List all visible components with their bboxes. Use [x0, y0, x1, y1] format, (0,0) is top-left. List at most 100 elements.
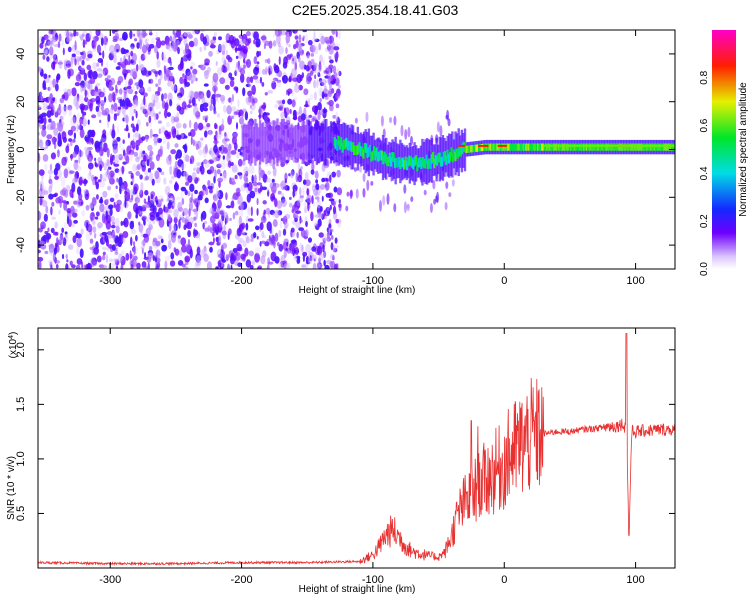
- noise-speck: [100, 142, 104, 150]
- noise-speck: [190, 77, 193, 82]
- noise-speck: [54, 96, 57, 105]
- noise-speck: [163, 64, 166, 75]
- noise-speck: [54, 192, 59, 197]
- noise-speck: [253, 232, 257, 239]
- noise-speck: [170, 149, 177, 155]
- noise-speck: [313, 188, 319, 196]
- noise-speck: [292, 189, 295, 198]
- noise-speck: [51, 136, 55, 145]
- ridge-halo: [279, 122, 282, 163]
- noise-speck: [333, 186, 338, 193]
- noise-speck: [133, 108, 137, 114]
- noise-speck: [164, 260, 168, 269]
- noise-speck: [127, 88, 134, 95]
- noise-speck: [191, 192, 194, 202]
- ridge-core: [643, 143, 646, 151]
- noise-speck: [288, 196, 292, 201]
- noise-speck: [40, 180, 44, 190]
- noise-speck: [232, 212, 236, 220]
- noise-speck: [217, 177, 223, 183]
- ridge-core: [349, 140, 352, 151]
- ridge-core: [422, 158, 426, 169]
- noise-speck: [265, 207, 271, 215]
- noise-speck: [120, 184, 125, 192]
- ridge-core: [672, 143, 675, 151]
- ridge-core: [555, 143, 558, 151]
- noise-speck: [158, 207, 164, 215]
- noise-speck: [217, 259, 222, 268]
- noise-speck: [283, 221, 289, 229]
- noise-speck: [56, 121, 63, 128]
- noise-speck: [225, 205, 232, 209]
- noise-speck: [307, 256, 313, 265]
- noise-speck: [318, 263, 324, 269]
- ridge-core: [550, 143, 553, 151]
- noise-speck: [194, 189, 198, 195]
- noise-speck: [229, 217, 232, 222]
- noise-speck: [161, 244, 167, 252]
- noise-speck: [122, 112, 126, 117]
- noise-speck: [145, 175, 150, 181]
- noise-speck: [278, 229, 282, 238]
- ridge-core: [429, 159, 432, 169]
- noise-speck: [314, 74, 317, 80]
- ridge-halo: [306, 119, 309, 165]
- noise-speck: [236, 220, 239, 230]
- noise-speck: [207, 180, 211, 187]
- ridge-core: [357, 144, 360, 155]
- noise-speck: [131, 115, 134, 121]
- noise-speck: [124, 91, 127, 100]
- noise-speck: [49, 41, 55, 46]
- noise-speck: [67, 69, 71, 79]
- noise-speck: [231, 93, 235, 102]
- noise-speck: [42, 80, 46, 89]
- noise-speck: [114, 168, 120, 174]
- ridge-halo: [280, 118, 284, 166]
- ridge-core: [571, 143, 574, 151]
- noise-speck: [48, 178, 53, 185]
- noise-speck: [142, 266, 145, 269]
- noise-speck: [248, 81, 252, 89]
- noise-speck: [156, 59, 161, 68]
- ridge-core: [383, 151, 386, 162]
- ridge-core: [403, 159, 406, 170]
- noise-speck: [38, 66, 42, 72]
- noise-speck: [120, 47, 126, 55]
- ridge-core: [526, 143, 529, 151]
- noise-speck: [102, 142, 108, 153]
- noise-speck: [307, 39, 313, 46]
- noise-speck: [148, 43, 155, 49]
- noise-speck: [145, 136, 149, 143]
- noise-speck: [80, 228, 84, 235]
- noise-speck: [85, 263, 89, 269]
- noise-speck: [149, 161, 155, 170]
- noise-speck: [97, 157, 103, 163]
- noise-speck: [245, 31, 251, 37]
- noise-speck: [331, 171, 337, 178]
- ridge-core: [413, 156, 416, 167]
- noise-speck: [198, 141, 204, 148]
- noise-speck: [301, 264, 306, 268]
- noise-speck: [203, 107, 209, 112]
- noise-speck: [46, 134, 53, 140]
- ridge-core: [376, 152, 380, 162]
- ridge-core: [399, 159, 402, 170]
- noise-speck: [237, 98, 240, 109]
- ridge-core: [576, 143, 579, 151]
- noise-speck: [92, 47, 97, 53]
- noise-speck: [96, 255, 102, 263]
- noise-speck: [306, 194, 312, 204]
- noise-speck: [138, 79, 144, 88]
- noise-speck: [389, 116, 393, 124]
- noise-speck: [239, 201, 244, 209]
- noise-speck: [229, 255, 235, 265]
- noise-speck: [114, 43, 121, 53]
- noise-speck: [215, 95, 218, 102]
- noise-speck: [155, 39, 162, 49]
- ridge-core: [621, 143, 624, 151]
- noise-speck: [258, 50, 262, 57]
- noise-speck: [43, 190, 49, 195]
- noise-speck: [141, 240, 146, 246]
- ridge-core: [534, 143, 537, 151]
- noise-speck: [209, 246, 213, 253]
